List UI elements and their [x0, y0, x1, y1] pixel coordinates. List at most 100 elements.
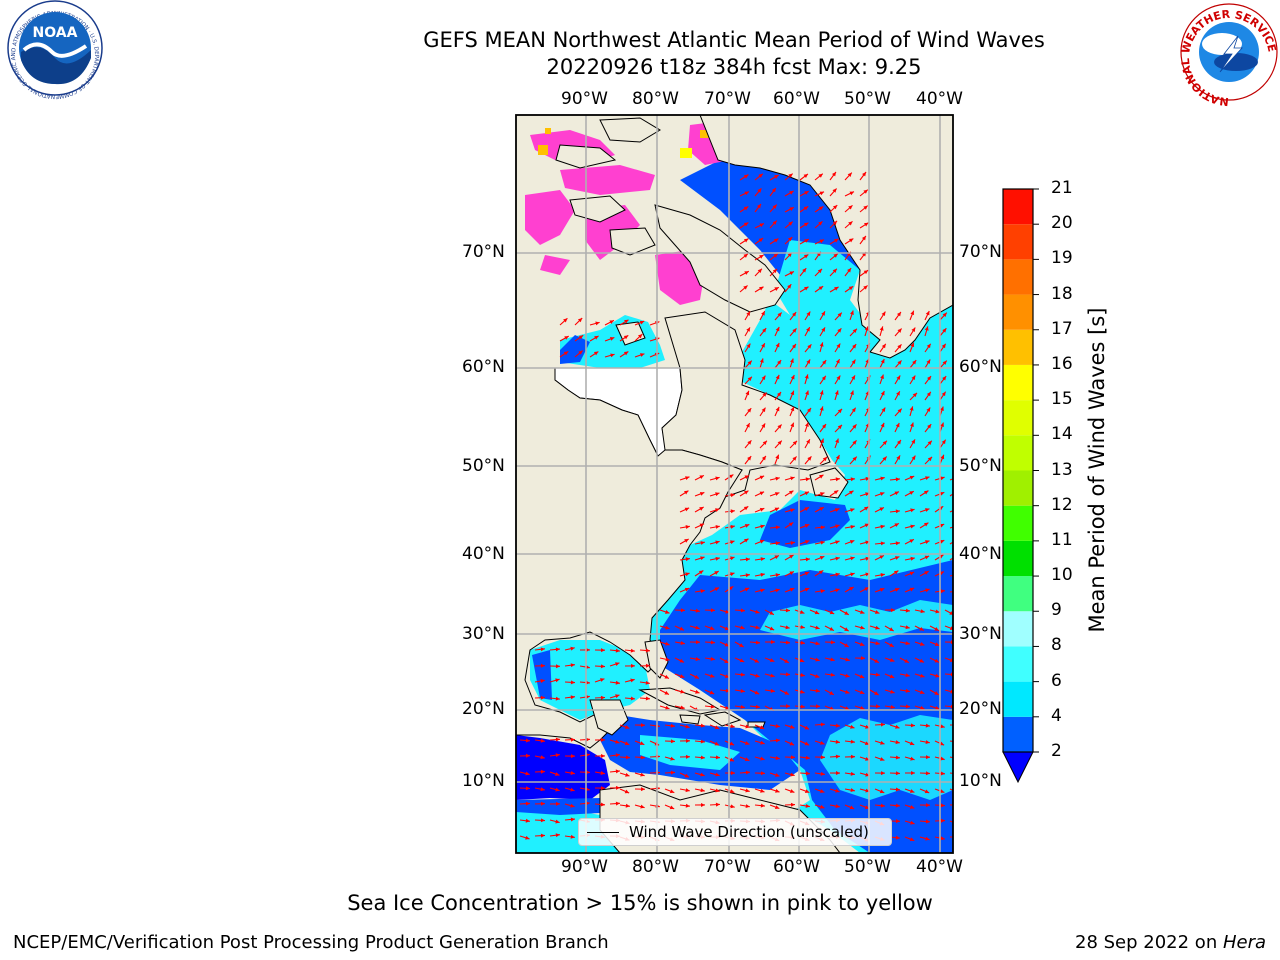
wind-arrow-head	[762, 392, 767, 397]
wind-arrow-head	[909, 406, 914, 411]
wind-arrow-head	[790, 508, 795, 513]
wind-arrow-head	[849, 587, 854, 591]
wind-arrow-head	[804, 191, 809, 195]
wind-arrow-head	[684, 539, 689, 543]
wind-arrow-head	[585, 680, 590, 685]
wind-arrow-head	[789, 789, 795, 793]
wind-arrow-head	[724, 626, 730, 631]
wind-arrow-head	[835, 739, 840, 744]
wind-arrow-head	[789, 271, 794, 276]
wind-arrow-head	[743, 506, 749, 511]
wind-arrow-head	[848, 221, 853, 226]
wind-arrow-head	[897, 360, 902, 365]
wind-arrow-head	[956, 723, 960, 727]
wind-arrow-head	[859, 690, 865, 695]
map-gridlines	[516, 115, 953, 853]
lon-label-top-80w: 80°W	[632, 89, 679, 109]
wind-arrow-head	[819, 474, 824, 479]
wind-arrow-head	[638, 334, 643, 339]
wind-arrow-head	[729, 757, 735, 762]
wind-arrow-head	[630, 696, 635, 701]
wind-arrow-head	[540, 663, 545, 668]
wind-arrow-head	[759, 286, 764, 291]
wind-arrow-head	[740, 704, 745, 709]
wind-arrow-head	[600, 786, 605, 791]
wind-arrow-head	[804, 239, 809, 243]
wind-arrow-head	[851, 407, 856, 413]
wind-arrow-head	[803, 173, 808, 178]
wind-arrow-head	[743, 238, 749, 243]
wind-arrow-head	[882, 440, 887, 446]
wind-arrow	[949, 756, 953, 759]
wind-arrow-head	[680, 689, 685, 694]
wind-arrow-head	[837, 328, 842, 333]
wind-arrow-head	[775, 738, 780, 743]
wind-arrow-head	[880, 771, 885, 776]
wind-arrow	[949, 788, 953, 791]
wind-arrow-head	[785, 672, 790, 677]
colorbar-tick-label: 2	[1051, 741, 1062, 761]
wind-arrow-head	[861, 235, 866, 241]
lat-label-left-30n: 30°N	[462, 624, 505, 644]
wind-arrow-head	[910, 770, 915, 775]
wind-arrow-head	[835, 477, 840, 482]
colorbar-segment	[1003, 400, 1033, 436]
wind-arrow-head	[896, 375, 901, 380]
wind-arrow-head	[835, 754, 840, 759]
wind-arrow-head	[919, 626, 924, 631]
wind-arrow-head	[540, 833, 545, 838]
wind-arrow-head	[924, 789, 930, 794]
wind-arrow-head	[939, 523, 945, 528]
wind-arrow-head	[777, 392, 782, 397]
wind-arrow-head	[685, 525, 690, 529]
wind-arrow-head	[956, 589, 960, 593]
wind-arrow-head	[679, 658, 685, 663]
wind-arrow-head	[578, 350, 583, 355]
wind-arrow-head	[743, 285, 748, 290]
wind-arrow-head	[925, 819, 930, 824]
wind-arrow-head	[940, 406, 944, 411]
wind-arrow-head	[848, 286, 854, 291]
wind-arrow-head	[939, 491, 945, 496]
wind-arrow-head	[894, 523, 899, 528]
wind-arrow-head	[710, 640, 715, 645]
wind-arrow-head	[852, 328, 857, 334]
colorbar-tick-label: 9	[1051, 600, 1062, 621]
wind-arrow-head	[788, 522, 794, 527]
chart-title: GEFS MEAN Northwest Atlantic Mean Period…	[423, 28, 1045, 52]
wind-arrow-head	[940, 818, 945, 823]
wind-arrow-head	[760, 756, 765, 761]
wind-arrow-head	[829, 610, 835, 615]
wind-arrow-head	[927, 424, 932, 429]
wind-arrow-head	[863, 189, 868, 194]
wind-arrow-head	[759, 223, 764, 228]
wind-arrow-head	[759, 475, 765, 480]
wind-arrow-head	[775, 541, 780, 546]
wind-arrow-head	[761, 455, 766, 461]
wind-arrow-head	[852, 424, 857, 429]
wind-arrow-head	[540, 679, 545, 683]
wind-arrow-head	[685, 788, 690, 793]
wind-arrow-head	[700, 556, 705, 561]
wind-arrow-head	[822, 424, 827, 429]
wind-arrow-head	[905, 641, 910, 646]
wind-arrow-head	[724, 659, 729, 663]
wind-arrow-head	[645, 663, 650, 668]
wind-arrow-head	[911, 455, 916, 461]
nws-logo: NATIONAL WEATHER SERVICE	[1179, 3, 1279, 108]
colorbar-tick-label: 13	[1051, 459, 1073, 480]
wind-arrow-head	[837, 312, 842, 317]
colorbar-segment	[1003, 611, 1033, 647]
wind-arrow-head	[820, 492, 825, 496]
wind-arrow-head	[700, 755, 705, 760]
wind-arrow-head	[844, 627, 849, 631]
wind-arrow-head	[525, 738, 530, 743]
wind-arrow-head	[728, 586, 734, 591]
wind-arrow-head	[761, 375, 766, 381]
wind-arrow-head	[790, 476, 795, 481]
wind-arrow-head	[849, 490, 854, 495]
wind-arrow-head	[700, 739, 705, 744]
wind-arrow-head	[630, 648, 635, 653]
wind-arrow-head	[909, 789, 915, 793]
wind-arrow-head	[790, 772, 795, 777]
